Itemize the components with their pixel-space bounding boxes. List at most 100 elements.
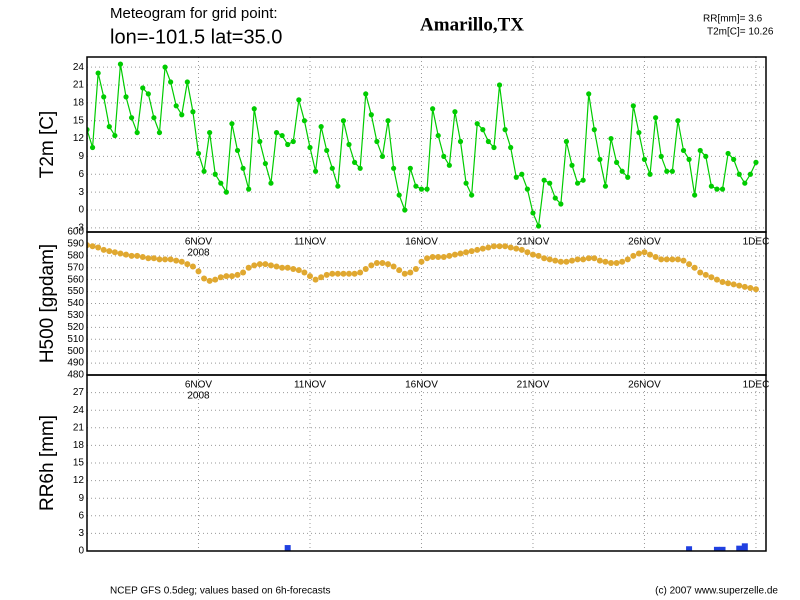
point (641, 156, 648, 162)
point (691, 264, 698, 271)
y-tick-label: 18 (73, 97, 85, 108)
point (229, 121, 235, 127)
point (396, 267, 403, 274)
point (719, 186, 726, 192)
point (641, 249, 648, 256)
point (346, 141, 352, 148)
y-tick-label: 12 (73, 133, 85, 144)
point (145, 91, 151, 97)
point (267, 262, 274, 269)
point (329, 165, 335, 171)
point (95, 70, 101, 76)
point (195, 268, 202, 275)
point (518, 246, 525, 253)
point (412, 265, 419, 272)
point (725, 280, 732, 287)
point (697, 269, 704, 276)
point (413, 183, 419, 189)
point (89, 243, 96, 250)
y-tick-label: 510 (67, 334, 84, 345)
point (457, 138, 464, 145)
point (128, 252, 135, 259)
point (167, 256, 174, 263)
point (563, 258, 570, 265)
point (731, 156, 737, 162)
point (742, 180, 748, 186)
point (502, 127, 508, 133)
point (418, 186, 425, 192)
point (184, 261, 191, 268)
point (451, 251, 458, 258)
point (407, 269, 414, 276)
point (329, 270, 336, 277)
point (201, 275, 208, 282)
point (452, 109, 458, 115)
y-tick-label: 6 (78, 510, 84, 521)
point (101, 94, 107, 100)
point (262, 261, 269, 268)
point (630, 252, 637, 259)
point (547, 180, 553, 186)
point (373, 259, 380, 266)
point (474, 246, 481, 253)
point (312, 168, 319, 174)
x-tick-label: 26NOV (628, 380, 661, 391)
point (123, 94, 129, 100)
point (312, 276, 319, 283)
bar (741, 543, 748, 551)
point (440, 254, 447, 261)
point (246, 186, 252, 192)
point (368, 112, 374, 118)
point (334, 270, 341, 277)
point (379, 153, 386, 160)
point (340, 270, 347, 277)
x-tick-label: 6NOV (185, 237, 213, 248)
point (535, 223, 542, 229)
point (112, 132, 118, 139)
point (335, 183, 341, 189)
point (529, 251, 536, 258)
point (563, 138, 570, 145)
y-tick-label: 530 (67, 310, 84, 321)
point (524, 186, 531, 192)
point (190, 109, 196, 115)
point (140, 85, 146, 91)
point (552, 195, 558, 201)
y-tick-label: 570 (67, 262, 84, 273)
x-tick-label: 16NOV (405, 380, 438, 391)
point (747, 171, 753, 177)
point (396, 192, 402, 198)
point (346, 270, 353, 277)
point (390, 263, 397, 270)
point (401, 270, 408, 277)
point (212, 171, 218, 177)
point (736, 171, 742, 177)
y-tick-label: 0 (78, 546, 84, 557)
point (725, 150, 731, 157)
point (218, 180, 224, 186)
point (357, 165, 363, 171)
point (257, 138, 263, 145)
point (574, 180, 581, 186)
point (290, 265, 297, 272)
point (752, 286, 759, 293)
x-tick-label: 6NOV (185, 380, 213, 391)
y-tick-label: 3 (78, 187, 84, 198)
bar (719, 546, 726, 551)
point (207, 129, 213, 136)
point (663, 256, 670, 263)
point (664, 168, 670, 174)
y-tick-label: 3 (78, 528, 84, 539)
point (206, 277, 213, 284)
point (524, 249, 531, 256)
y-tick-label: 9 (78, 493, 84, 504)
point (111, 249, 118, 256)
point (156, 256, 163, 263)
point (736, 282, 743, 289)
point (569, 162, 575, 168)
y-tick-label: 550 (67, 286, 84, 297)
point (552, 257, 559, 264)
point (279, 132, 285, 139)
point (675, 118, 681, 124)
point (323, 271, 330, 278)
